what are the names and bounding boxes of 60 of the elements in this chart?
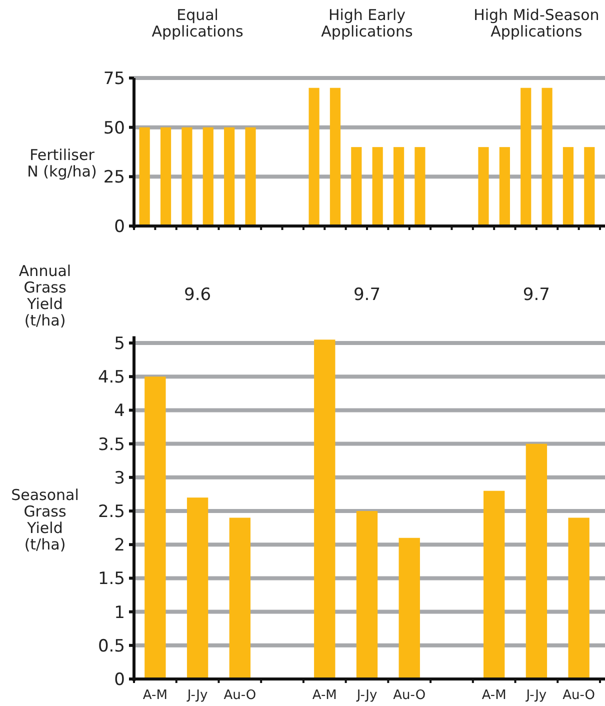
x-tick-label: A-M: [142, 688, 168, 703]
y-tick-label: 3: [114, 468, 125, 488]
x-tick-label: J-Jy: [356, 688, 378, 703]
bar: [330, 88, 341, 226]
x-tick-label: J-Jy: [186, 688, 208, 703]
x-tick-label: A-M: [482, 688, 506, 703]
bar: [484, 490, 505, 679]
bar: [144, 376, 166, 679]
bar: [202, 127, 214, 226]
text: Annual Grass Yield (t/ha): [18, 262, 72, 330]
y-tick-label: 25: [103, 168, 125, 188]
text: 9.6: [184, 285, 212, 305]
y-axis-title: Fertiliser N (kg/ha): [27, 146, 97, 180]
bar: [229, 518, 250, 679]
bar: [562, 147, 574, 226]
y-tick-label: 2: [114, 536, 125, 556]
y-tick-label: 4.5: [98, 368, 125, 388]
bar: [398, 538, 420, 679]
text: High Mid-Season Applications: [474, 6, 600, 40]
y-tick-label: 3.5: [98, 434, 125, 455]
text: 9.7: [353, 285, 381, 305]
x-tick-label: J-Jy: [525, 688, 547, 703]
y-tick-label: 1: [114, 602, 125, 623]
text: High Early Applications: [321, 6, 413, 40]
y-tick-label: 4: [114, 401, 125, 422]
bar: [393, 147, 404, 226]
bar: [351, 147, 362, 226]
y-tick-label: 50: [103, 118, 125, 138]
bar: [160, 127, 172, 226]
text: 9.7: [522, 285, 550, 305]
y-tick-label: 0: [114, 670, 125, 690]
bar: [542, 88, 552, 226]
x-tick-label: A-M: [312, 688, 337, 703]
bar: [499, 147, 510, 226]
bar: [414, 147, 426, 226]
x-tick-label: Au-O: [562, 688, 596, 703]
bar: [245, 127, 256, 226]
y-tick-label: 75: [103, 68, 125, 89]
y-axis-title: Seasonal Grass Yield (t/ha): [11, 486, 79, 554]
y-tick-label: 5: [114, 334, 125, 354]
bar: [186, 498, 208, 679]
bar: [520, 88, 532, 226]
bar: [568, 518, 590, 679]
bar: [182, 127, 192, 226]
y-tick-label: 1.5: [98, 569, 125, 590]
y-tick-label: 0.5: [98, 636, 125, 656]
bar: [356, 511, 378, 679]
text: Equal Applications: [152, 6, 244, 40]
bar: [139, 127, 150, 226]
bar: [308, 88, 320, 226]
y-tick-label: 0: [114, 216, 125, 237]
bar: [372, 147, 383, 226]
bar: [526, 444, 548, 679]
bar: [224, 127, 235, 226]
x-tick-label: Au-O: [393, 688, 426, 703]
bar: [584, 147, 595, 226]
y-tick-label: 2.5: [98, 502, 125, 522]
bar: [478, 147, 489, 226]
bar: [314, 340, 336, 679]
x-tick-label: Au-O: [224, 688, 256, 703]
